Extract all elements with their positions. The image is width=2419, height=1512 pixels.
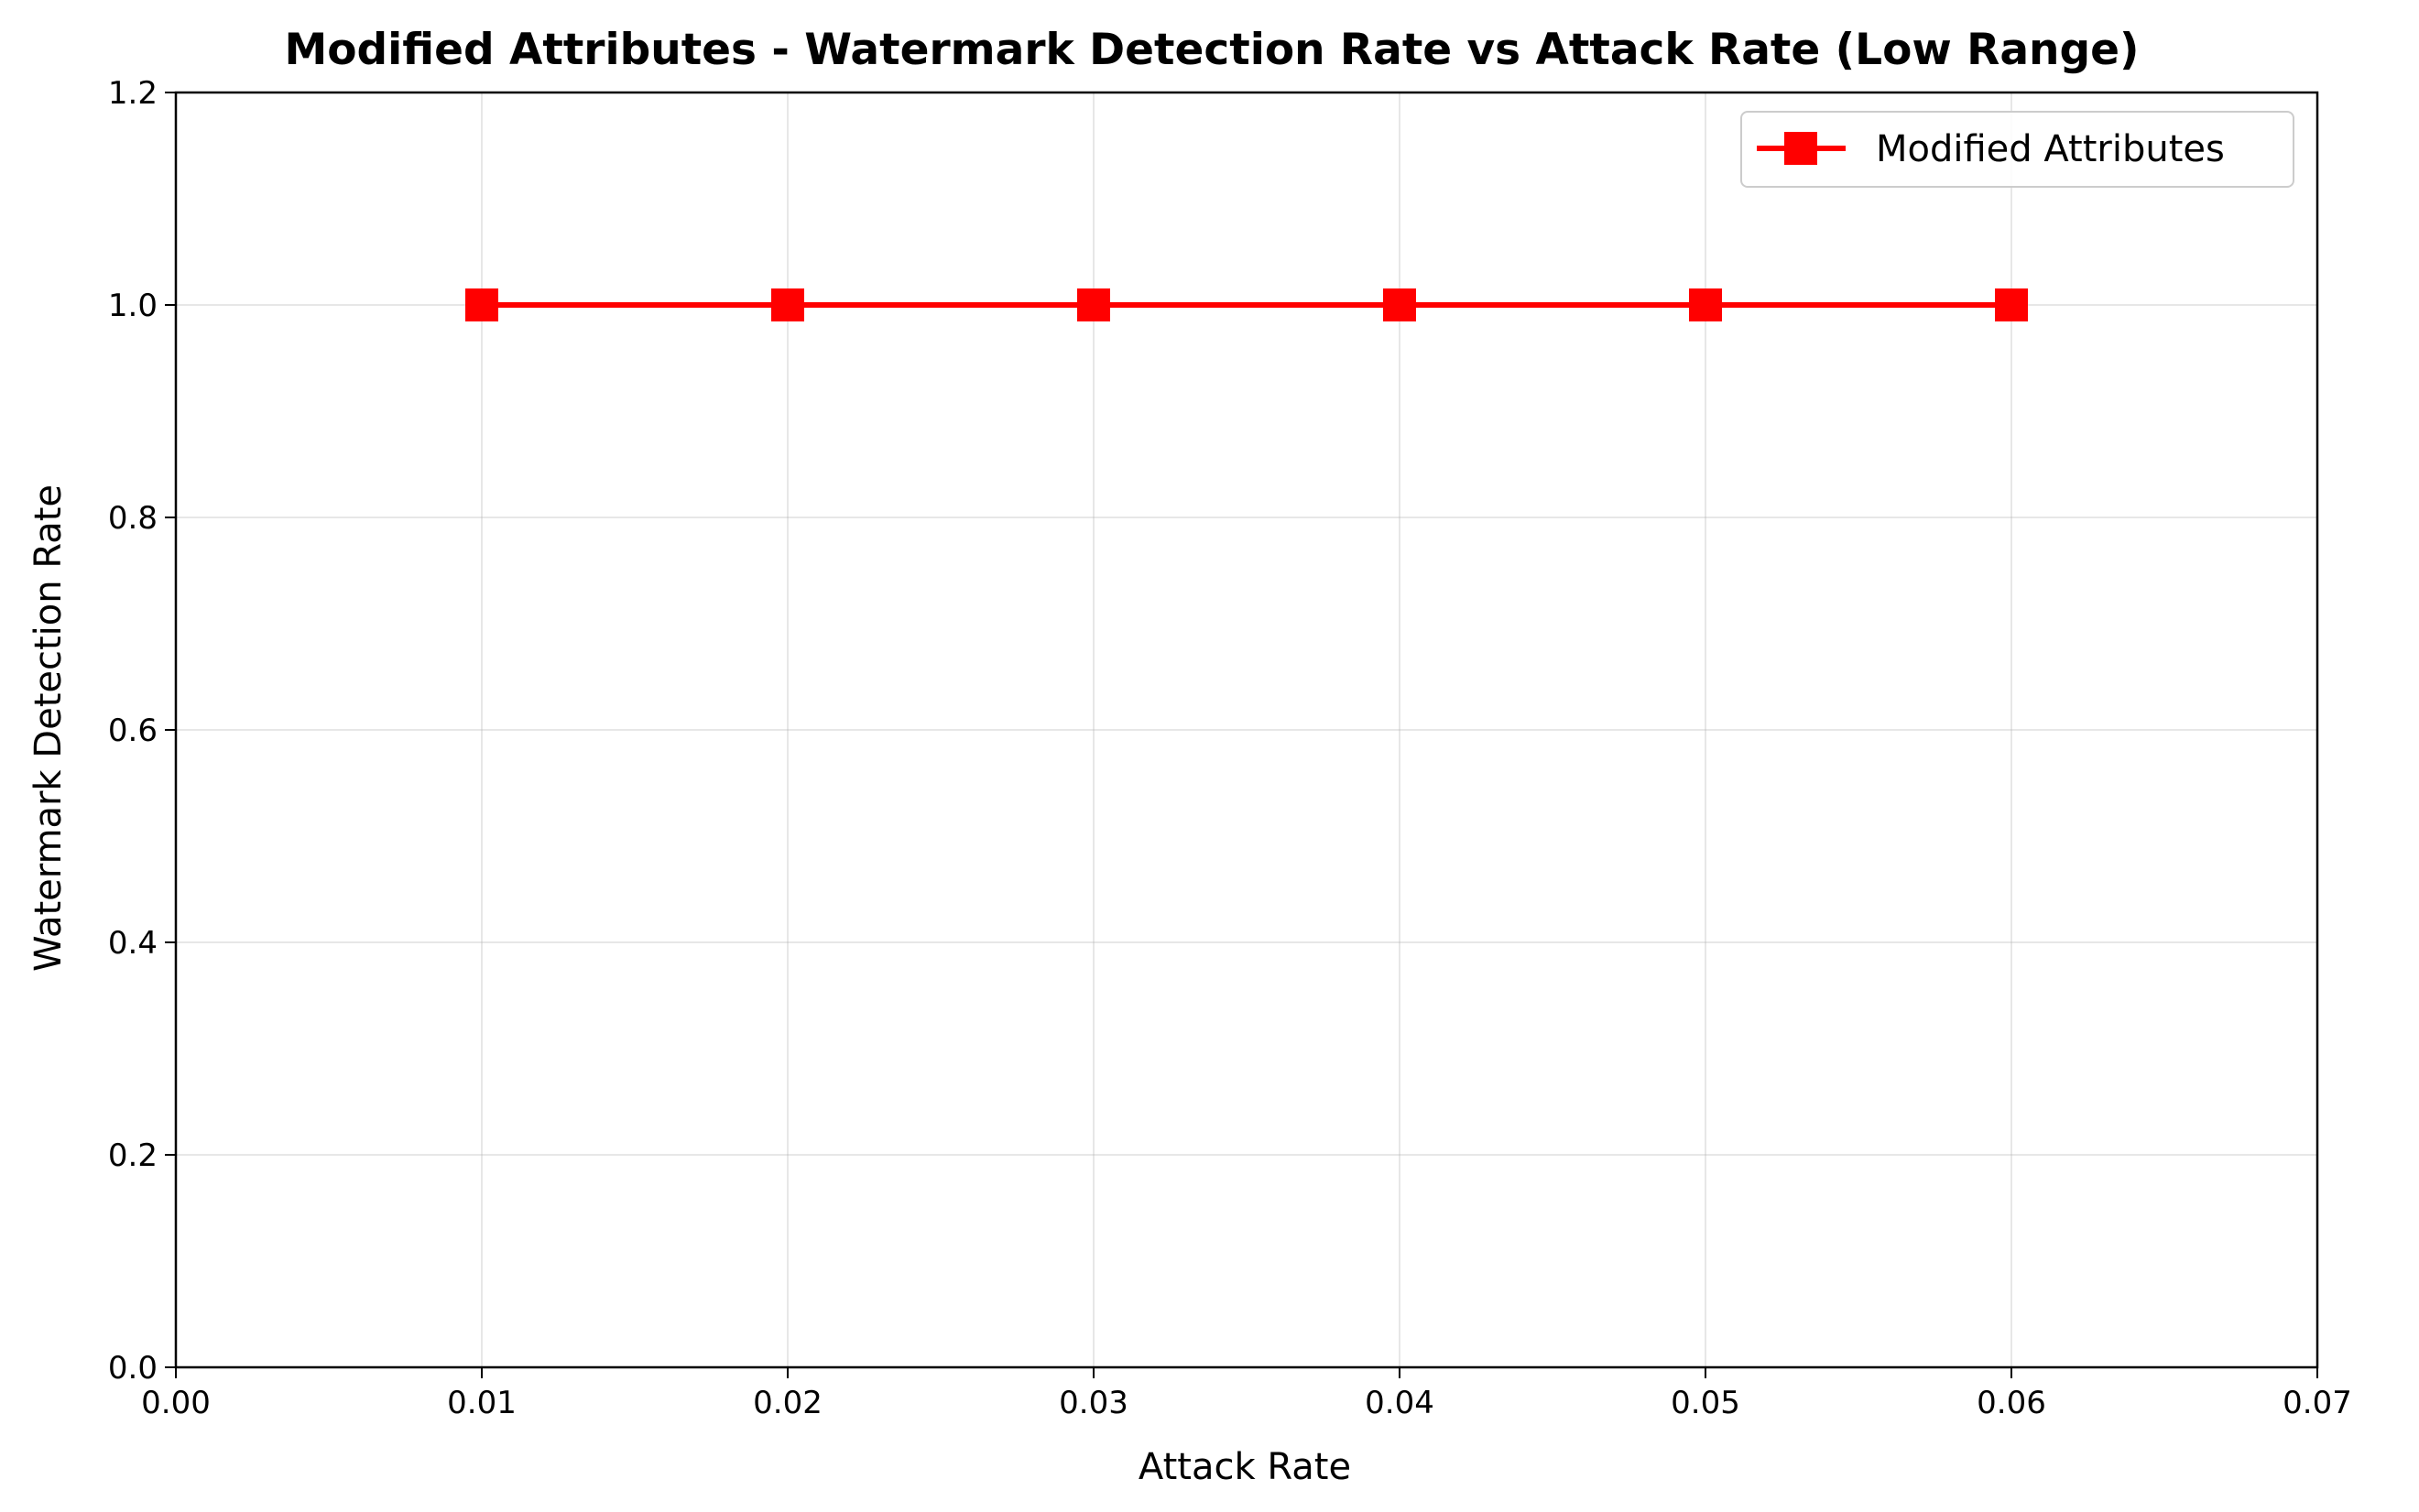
data-point-marker [1995, 288, 2028, 321]
x-tick-label: 0.01 [447, 1385, 517, 1421]
axis-ticks: 0.00 0.01 0.02 0.03 0.04 0.05 0.06 0.07 0.0 0.2 0.… [108, 75, 2352, 1421]
y-axis-label: Watermark Detection Rate [27, 484, 70, 972]
data-point-marker [1689, 288, 1722, 321]
x-tick-label: 0.07 [2283, 1385, 2352, 1421]
x-tick-label: 0.04 [1365, 1385, 1434, 1421]
legend-entry-modified-attributes: Modified Attributes [1876, 128, 2225, 170]
series-layer [465, 288, 2028, 321]
y-tick-label: 0.6 [108, 712, 158, 749]
x-tick-label: 0.06 [1977, 1385, 2046, 1421]
y-tick-label: 1.2 [108, 75, 158, 112]
y-tick-label: 0.8 [108, 500, 158, 537]
x-tick-label: 0.03 [1059, 1385, 1128, 1421]
y-tick-label: 0.0 [108, 1350, 158, 1387]
x-tick-label: 0.00 [141, 1385, 211, 1421]
y-tick-label: 0.2 [108, 1137, 158, 1174]
y-tick-label: 0.4 [108, 925, 158, 962]
x-axis-label: Attack Rate [1139, 1446, 1351, 1488]
data-point-marker [1077, 288, 1110, 321]
chart-title: Modified Attributes - Watermark Detectio… [284, 25, 2139, 75]
data-point-marker [1383, 288, 1416, 321]
y-tick-label: 1.0 [108, 288, 158, 324]
x-tick-label: 0.02 [753, 1385, 823, 1421]
data-point-marker [465, 288, 498, 321]
legend-box [1740, 111, 2294, 188]
legend-square-marker-icon [1784, 132, 1817, 165]
legend: Modified Attributes [1740, 111, 2294, 188]
data-point-marker [771, 288, 804, 321]
x-tick-label: 0.05 [1671, 1385, 1740, 1421]
